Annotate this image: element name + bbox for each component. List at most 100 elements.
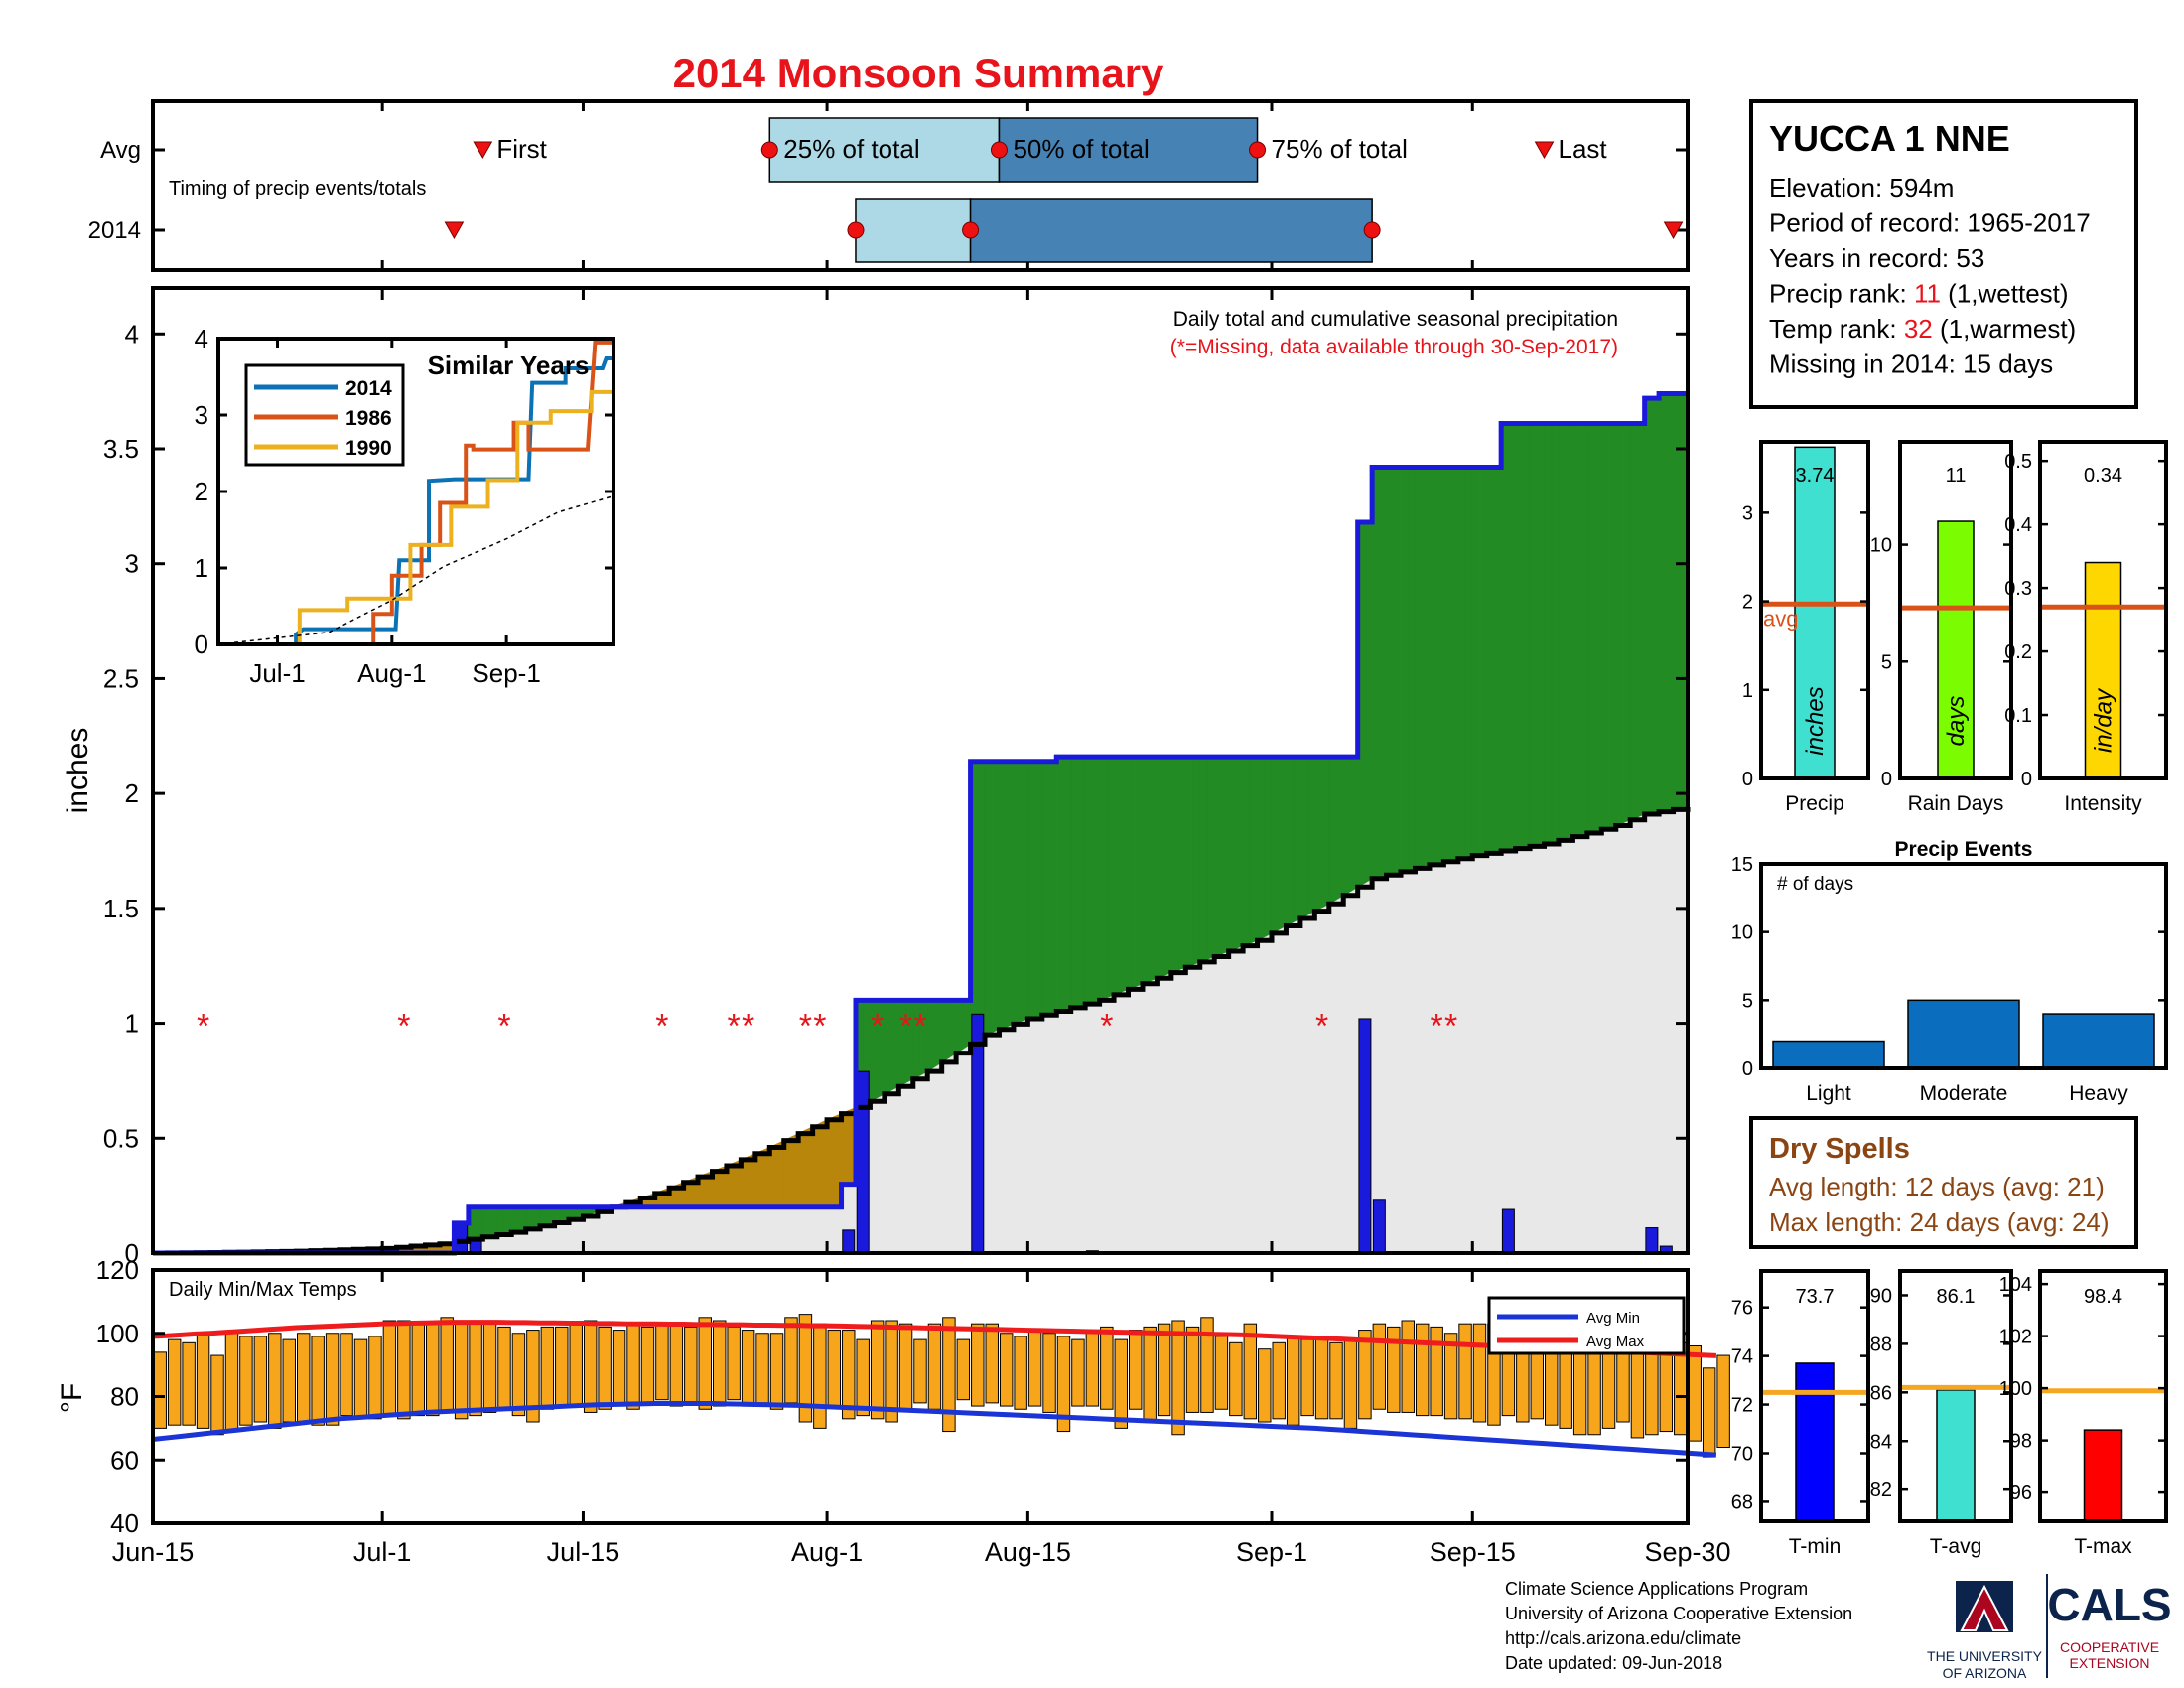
temp-x-tick-label: Jul-15 [547,1537,620,1567]
daily-temp-bar [397,1320,411,1420]
daily-temp-bar [482,1323,497,1413]
inset-x-tick-label: Aug-1 [357,658,426,688]
temp-x-tick-label: Jun-15 [112,1537,195,1567]
small-chart-rain-days: 0 5 10 11 Rain Days days [1870,440,2013,815]
above-average-fill [1658,393,1667,813]
daily-temp-bar [296,1333,311,1423]
precip-event-bar [1772,1040,1885,1069]
daily-temp-bar [253,1336,268,1423]
above-average-fill [1536,423,1545,846]
daily-temp-bar [885,1320,898,1423]
below-average-fill [761,1146,770,1208]
below-average-fill [776,1139,785,1208]
above-average-fill [1493,467,1502,853]
summary-bar-text: in/day [2091,687,2117,753]
above-average-fill [1558,423,1567,841]
daily-temp-bar [469,1320,482,1417]
below-average-fill [790,1133,799,1208]
above-average-fill [1551,423,1560,843]
daily-temp-bar [583,1320,598,1413]
temp-x-tick-label: Aug-1 [791,1537,863,1567]
station-detail-line: Years in record: 53 [1769,243,1984,273]
above-average-fill [1615,423,1624,827]
page-title: 2014 Monsoon Summary [673,50,1164,96]
timing-first-last-marker [473,141,493,160]
station-name: YUCCA 1 NNE [1769,118,2010,159]
daily-temp-bar [1056,1336,1071,1433]
small-chart-frame [1759,440,1870,780]
inset-y-tick-label: 0 [195,630,208,659]
main-precip-frame [151,286,1690,1255]
above-average-fill [1479,467,1488,855]
inset-legend-label: 1986 [345,407,392,430]
summary-value-label: 86.1 [1937,1286,1976,1308]
above-average-fill [525,1206,534,1230]
missing-day-marker: * [799,1008,812,1046]
daily-temp-bar [311,1336,325,1426]
main-chart-subtitle: (*=Missing, data available through 30-Se… [1170,336,1618,358]
above-average-fill [1629,423,1638,821]
timing-percentile-marker [990,141,1008,159]
station-detail-post: (1,warmest) [1933,314,2076,344]
above-average-fill [1450,467,1459,861]
missing-day-marker: * [728,1008,741,1046]
small-y-tick-label: 0.1 [2004,705,2032,727]
dry-spells-box: Dry Spells Avg length: 12 days (avg: 21) M… [1749,1116,2138,1249]
station-detail-pre: Temp rank: [1769,314,1904,344]
above-average-fill [503,1206,512,1234]
main-y-tick-label: 3.5 [103,434,139,464]
above-average-fill [1177,756,1186,971]
above-average-fill [1350,756,1359,893]
small-y-tick-label: 104 [1999,1274,2032,1296]
daily-temp-bar [1630,1345,1645,1439]
daily-temp-bar [511,1333,526,1417]
small-y-tick-label: 3 [1742,502,1753,524]
above-average-fill [1048,761,1057,1014]
daily-precip-bar [1501,1208,1515,1254]
similar-years-inset: 0 1 2 3 4 Jul-1 Aug-1 Sep-1 Similar Years 2014 198… [195,324,615,688]
above-average-fill [1084,756,1093,1005]
small-y-tick-label: 0.3 [2004,578,2032,600]
daily-temp-bar [1100,1326,1114,1410]
events-y-tick-label: 5 [1742,990,1753,1012]
daily-temp-bar [1300,1338,1314,1417]
timing-percentile-marker [1249,141,1267,159]
daily-temp-bar [655,1323,669,1401]
above-average-fill [1091,756,1101,1003]
daily-temp-bar [1645,1341,1659,1436]
above-average-fill [1321,756,1330,909]
daily-temp-bar [626,1323,640,1410]
daily-temp-bar [813,1323,827,1429]
station-detail-line: Period of record: 1965-2017 [1769,209,2091,238]
daily-temp-bar [1415,1323,1430,1417]
summary-bar-text: inches [1802,686,1829,755]
avg-min-line [152,1401,1717,1458]
similar-years-line-Avg [217,494,614,645]
dry-spells-frame [1749,1116,2138,1249]
small-y-tick-label: 100 [1999,1378,2032,1400]
daily-temp-bar [1387,1326,1401,1413]
timing-percentile-marker [1363,221,1381,239]
cals-logo-subtext: COOPERATIVE [2060,1639,2159,1655]
inset-y-tick-label: 1 [195,553,208,583]
above-average-fill [539,1206,548,1227]
daily-temp-bar [1042,1333,1056,1413]
above-average-fill [1206,756,1215,960]
daily-temp-bar [1458,1323,1472,1420]
above-average-fill [1077,756,1086,1007]
daily-temp-bar [698,1317,712,1410]
missing-day-marker: * [1315,1008,1328,1046]
dry-spells-avg-length: Avg length: 12 days (avg: 21) [1769,1172,2105,1201]
main-y-tick-label: 0 [125,1238,139,1268]
daily-temp-bar [411,1323,426,1417]
missing-day-marker: * [497,1008,510,1046]
above-average-fill [1013,761,1022,1025]
dry-spells-max-length: Max length: 24 days (avg: 24) [1769,1207,2110,1237]
timing-percentile-marker [962,221,980,239]
daily-temp-bar [368,1336,382,1420]
temp-legend-label: Avg Max [1586,1334,1645,1350]
summary-value-label: 3.74 [1796,465,1835,487]
above-average-fill [1020,761,1028,1023]
summary-bar [1795,1362,1835,1522]
